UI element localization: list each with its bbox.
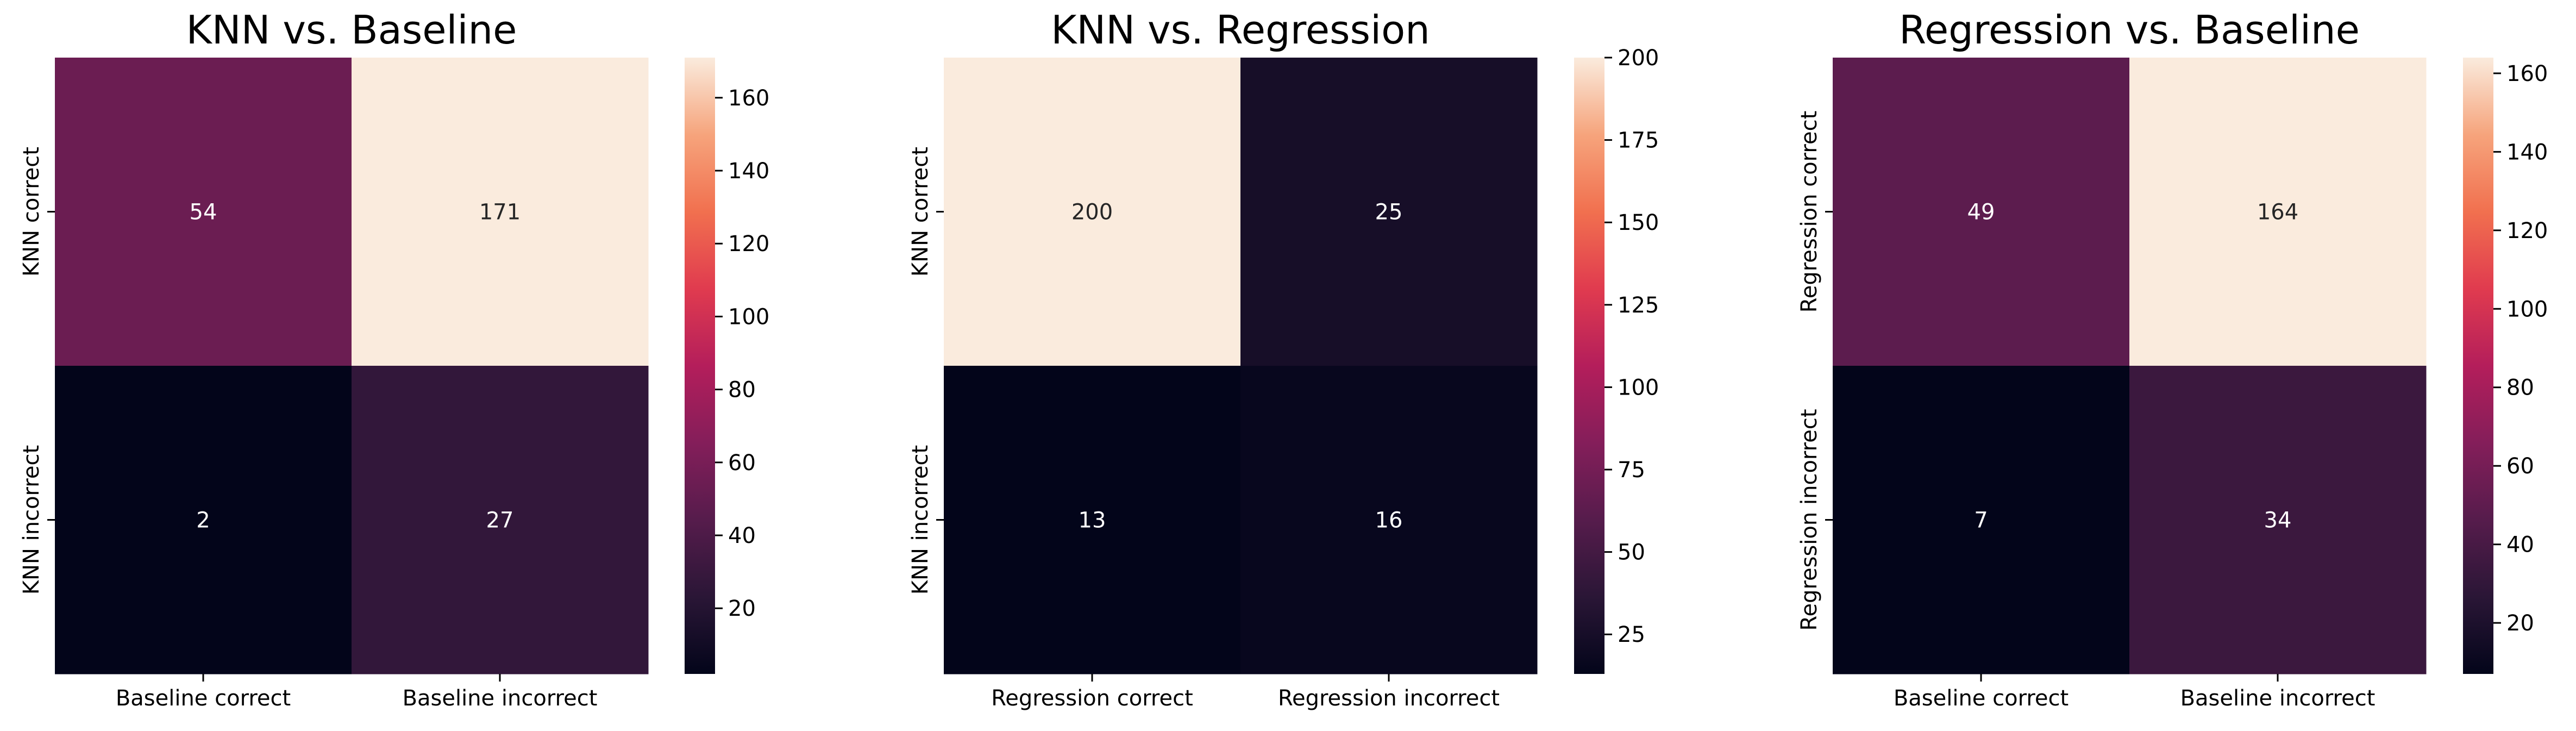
colorbar-tick-label: 60 [2506,454,2534,479]
y-tick-label: KNN correct [19,147,44,277]
chart-title: KNN vs. Baseline [186,7,517,53]
cell-value-label: 200 [1071,200,1113,225]
colorbar [2463,58,2493,674]
colorbar-tick-label: 140 [2506,140,2548,165]
x-tick-label: Baseline incorrect [2180,686,2376,711]
colorbar-tick-label: 160 [2506,61,2548,86]
x-tick-label: Baseline correct [116,686,291,711]
heatmap-cell [2129,366,2427,674]
chart-title: KNN vs. Regression [1051,7,1430,53]
cell-value-label: 7 [1974,508,1988,533]
colorbar [1574,58,1604,674]
cell-value-label: 16 [1375,508,1403,533]
cell-value-label: 2 [196,508,210,533]
x-tick-label: Regression correct [991,686,1193,711]
cell-value-label: 13 [1079,508,1106,533]
colorbar-tick-label: 175 [1618,128,1659,153]
colorbar-tick-label: 120 [728,232,769,257]
cell-value-label: 34 [2264,508,2292,533]
colorbar-tick-label: 50 [1618,540,1645,565]
heatmap-cell [1240,366,1538,674]
heatmap-cell [55,58,352,366]
colorbar-tick-label: 80 [2506,376,2534,401]
colorbar-tick-label: 200 [1618,46,1659,71]
x-tick-label: Baseline correct [1894,686,2069,711]
heatmap-cell [944,366,1241,674]
colorbar-tick-label: 25 [1618,622,1645,647]
colorbar-tick-label: 125 [1618,293,1659,318]
heatmap-cell [352,58,649,366]
chart-title: Regression vs. Baseline [1899,7,2360,53]
colorbar-tick-label: 100 [1618,375,1659,400]
heatmap-cell [2129,58,2427,366]
heatmap-cell [55,366,352,674]
y-tick-label: KNN correct [908,147,933,277]
colorbar-tick-label: 75 [1618,458,1645,483]
y-tick-label: Regression correct [1797,111,1822,313]
heatmap-panel-3: Regression vs. Baseline 49 164 7 34 Regressio… [1797,7,2548,711]
y-tick-label: KNN incorrect [908,445,933,595]
x-tick-label: Regression incorrect [1278,686,1500,711]
colorbar-tick-label: 150 [1618,210,1659,235]
cell-value-label: 54 [190,200,217,225]
y-tick-label: KNN incorrect [19,445,44,595]
heatmap-cell [1240,58,1538,366]
heatmap-cell [352,366,649,674]
colorbar-tick-label: 60 [728,451,756,476]
y-tick-label: Regression incorrect [1797,409,1822,630]
cell-value-label: 27 [486,508,514,533]
colorbar-tick-label: 100 [2506,297,2548,322]
colorbar-tick-label: 140 [728,159,769,184]
heatmap-panel-2: KNN vs. Regression 200 25 13 16 KNN correct KN… [908,7,1659,711]
colorbar-tick-label: 40 [728,523,756,548]
heatmap-panel-1: KNN vs. Baseline 54 171 2 27 KNN correct KNN i… [19,7,769,711]
colorbar [685,58,715,674]
heatmap-cell [1833,58,2130,366]
heatmap-cell [1833,366,2130,674]
colorbar-tick-label: 160 [728,86,769,111]
cell-value-label: 49 [1967,200,1995,225]
colorbar-tick-label: 120 [2506,218,2548,243]
cell-value-label: 25 [1375,200,1403,225]
colorbar-tick-label: 20 [2506,611,2534,636]
cell-value-label: 171 [479,200,521,225]
colorbar-tick-label: 40 [2506,533,2534,558]
x-tick-label: Baseline incorrect [403,686,598,711]
heatmap-cell [944,58,1241,366]
colorbar-tick-label: 20 [728,596,756,621]
colorbar-tick-label: 100 [728,304,769,329]
colorbar-tick-label: 80 [728,378,756,403]
cell-value-label: 164 [2257,200,2298,225]
